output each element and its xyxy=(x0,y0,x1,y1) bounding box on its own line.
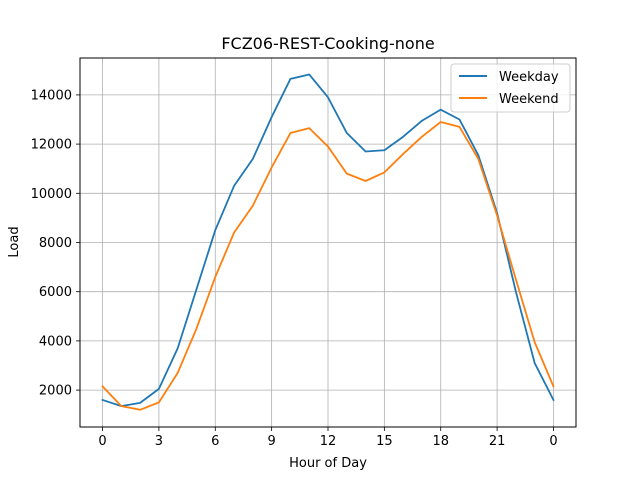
y-tick-label: 10000 xyxy=(31,187,72,202)
series-lines xyxy=(101,73,555,411)
y-axis-label: Load xyxy=(7,226,22,257)
x-tick-label: 21 xyxy=(489,434,506,449)
chart-title: FCZ06-REST-Cooking-none xyxy=(221,34,434,53)
x-tick-label: 0 xyxy=(98,434,106,449)
y-tick-label: 8000 xyxy=(39,236,72,251)
series-line-weekend xyxy=(101,121,555,411)
grid xyxy=(80,58,576,427)
x-tick-label: 6 xyxy=(211,434,219,449)
y-tick-label: 4000 xyxy=(39,334,72,349)
x-axis-label: Hour of Day xyxy=(289,456,367,471)
x-tick-label: 0 xyxy=(549,434,557,449)
legend: Weekday Weekend xyxy=(450,63,571,113)
legend-label-weekend: Weekend xyxy=(499,92,559,107)
x-tick-label: 18 xyxy=(432,434,449,449)
x-tick-label: 12 xyxy=(320,434,337,449)
axis-ticks: 0 3 6 9 12 15 18 21 0 2000 4000 6000 8000 10000 12000 1… xyxy=(31,88,558,449)
legend-label-weekday: Weekday xyxy=(499,70,559,85)
y-tick-label: 12000 xyxy=(31,138,72,153)
y-tick-label: 2000 xyxy=(39,384,72,399)
x-tick-label: 9 xyxy=(267,434,275,449)
x-tick-label: 3 xyxy=(155,434,163,449)
y-tick-label: 6000 xyxy=(39,285,72,300)
x-tick-label: 15 xyxy=(376,434,393,449)
series-line-weekday xyxy=(101,73,555,407)
y-tick-label: 14000 xyxy=(31,88,72,103)
